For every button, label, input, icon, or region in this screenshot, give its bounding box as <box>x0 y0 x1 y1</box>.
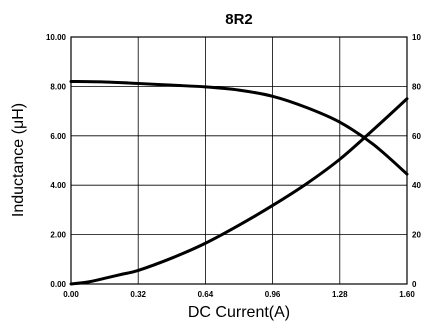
y-tick-label: 10.00 <box>46 33 67 42</box>
x-tick-label: 1.60 <box>399 290 415 299</box>
y-tick-label: 0.00 <box>50 280 66 289</box>
y2-tick-label: 60 <box>412 132 421 141</box>
x-tick-label: 0.96 <box>265 290 281 299</box>
y2-tick-label: 80 <box>412 82 421 91</box>
x-tick-label: 0.64 <box>198 290 214 299</box>
y2-tick-label: 40 <box>412 181 421 190</box>
y-ticks: 0.00 2.00 4.00 6.00 8.00 10.00 <box>46 33 67 289</box>
y-axis-label: Inductance (μH) <box>10 103 27 217</box>
y2-ticks: 0 20 40 60 80 10 <box>412 33 421 289</box>
plot-frame <box>70 36 408 285</box>
x-ticks: 0.00 0.32 0.64 0.96 1.28 1.60 <box>63 290 415 299</box>
y-tick-label: 2.00 <box>50 231 66 240</box>
y2-tick-label: 20 <box>412 231 421 240</box>
y2-tick-label: 10 <box>412 33 421 42</box>
y-tick-label: 8.00 <box>50 82 66 91</box>
x-tick-label: 0.32 <box>130 290 146 299</box>
y2-tick-label: 0 <box>412 280 417 289</box>
grid <box>71 37 407 284</box>
y-tick-label: 4.00 <box>50 181 66 190</box>
x-tick-label: 0.00 <box>63 290 79 299</box>
x-axis-label: DC Current(A) <box>188 304 290 321</box>
chart-title: 8R2 <box>225 11 253 28</box>
x-tick-label: 1.28 <box>332 290 348 299</box>
inductance-curve <box>69 79 409 176</box>
y-tick-label: 6.00 <box>50 132 66 141</box>
secondary-curve <box>69 97 409 286</box>
curves <box>69 79 409 286</box>
